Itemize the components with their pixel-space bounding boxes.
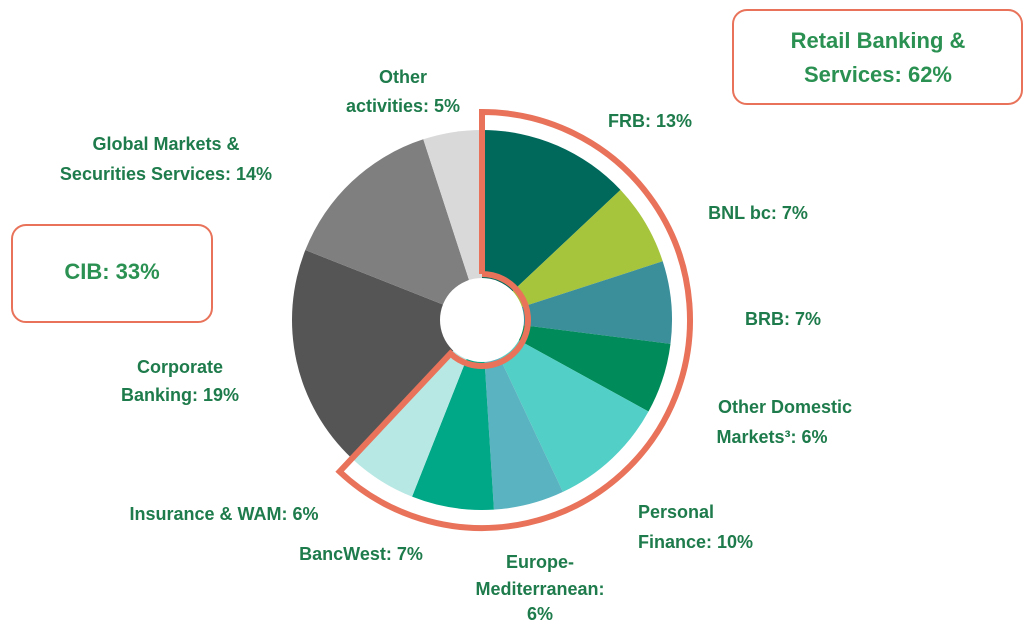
slice-label: FRB: 13%	[608, 111, 692, 131]
group-label: Services: 62%	[804, 62, 952, 87]
slice-label: Banking: 19%	[121, 385, 239, 405]
group-box: CIB: 33%	[11, 224, 213, 323]
slice-label: activities: 5%	[346, 96, 460, 116]
pie-slice	[482, 320, 671, 412]
slice-label: Other Domestic	[718, 397, 852, 417]
group-box-frame	[11, 224, 213, 323]
slice-label: Other	[379, 67, 427, 87]
slice-label: Finance: 10%	[638, 532, 753, 552]
slice-label: Insurance & WAM: 6%	[129, 504, 318, 524]
group-label: CIB: 33%	[64, 259, 159, 284]
pie-slice	[292, 250, 482, 459]
group-label: Retail Banking &	[791, 28, 966, 53]
pie-slice	[482, 189, 663, 320]
slice-label: Securities Services: 14%	[60, 164, 272, 184]
pie-slice	[482, 320, 563, 510]
slice-label: BRB: 7%	[745, 309, 821, 329]
slice-label: BancWest: 7%	[299, 544, 423, 564]
pie-hole	[440, 278, 524, 362]
pie-slice	[351, 320, 482, 497]
group-box: Retail Banking & Services: 62%	[732, 9, 1023, 105]
pie-slice	[482, 130, 621, 320]
slice-label: Global Markets &	[92, 134, 239, 154]
slice-label: BNL bc: 7%	[708, 203, 808, 223]
pie-slice	[423, 130, 482, 320]
slice-label: Corporate	[137, 357, 223, 377]
slice-label: Mediterranean:	[475, 579, 604, 599]
slice-label: Markets³: 6%	[716, 427, 827, 447]
slice-label: 6%	[527, 604, 553, 624]
pie-slice	[305, 139, 482, 320]
slice-label: Europe-	[506, 552, 574, 572]
group-outline	[335, 108, 693, 531]
pie-slice	[482, 320, 649, 492]
group-box-frame	[732, 9, 1023, 105]
slice-label: Personal	[638, 502, 714, 522]
